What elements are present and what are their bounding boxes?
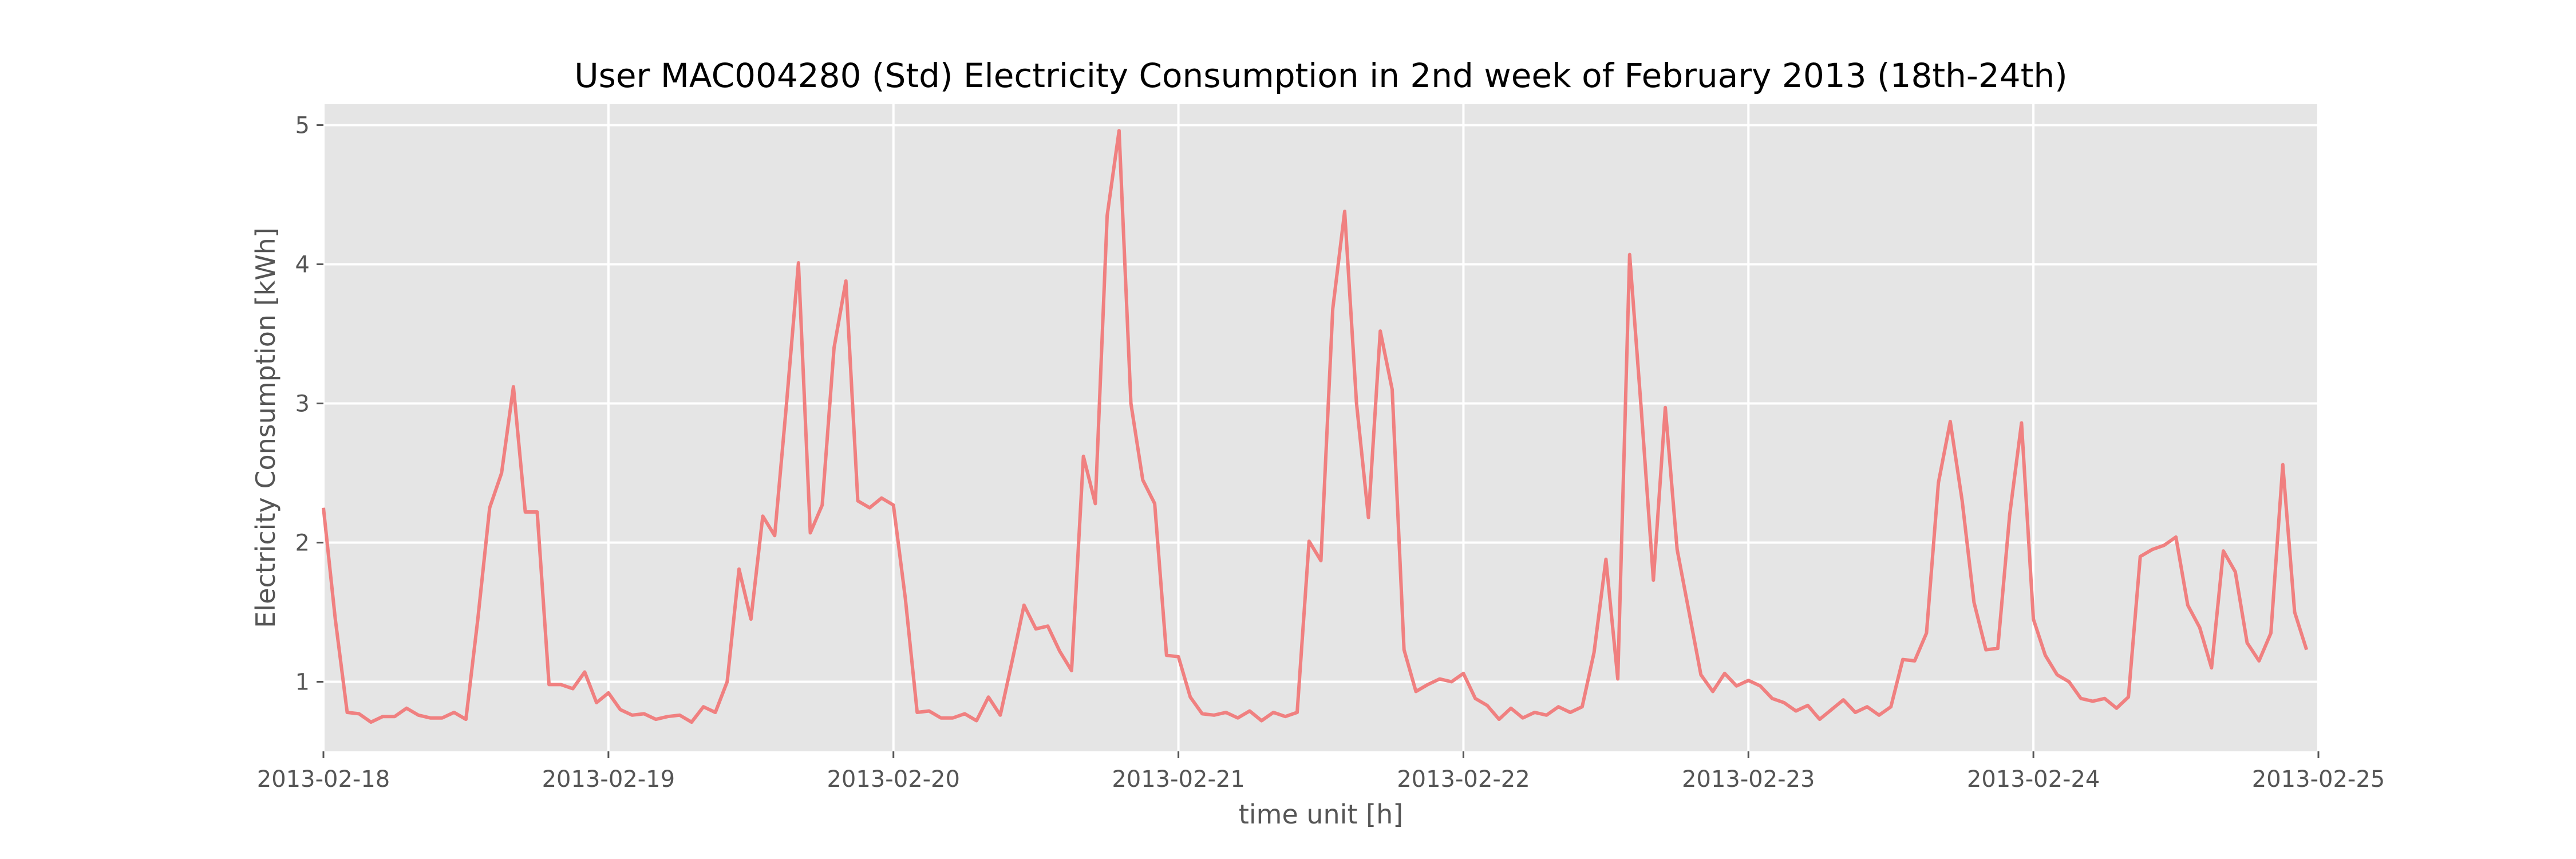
y-axis-ticks: 1 2 3 4 5 bbox=[295, 112, 323, 695]
x-tick-label: 2013-02-24 bbox=[1967, 766, 2100, 793]
grid bbox=[322, 104, 2320, 751]
x-tick-label: 2013-02-22 bbox=[1397, 766, 1530, 793]
y-tick-label: 2 bbox=[295, 530, 310, 556]
x-axis-label: time unit [h] bbox=[1239, 799, 1403, 830]
series-line bbox=[322, 129, 2309, 724]
x-tick-label: 2013-02-23 bbox=[1682, 766, 1815, 793]
plot-area bbox=[323, 104, 2318, 751]
y-tick-label: 4 bbox=[295, 251, 310, 278]
x-tick-label: 2013-02-18 bbox=[257, 766, 390, 793]
x-tick-label: 2013-02-20 bbox=[827, 766, 959, 793]
y-axis-label: Electricity Consumption [kWh] bbox=[250, 227, 281, 628]
y-tick-label: 3 bbox=[295, 391, 310, 417]
y-tick-label: 1 bbox=[295, 669, 310, 695]
x-tick-label: 2013-02-21 bbox=[1112, 766, 1244, 793]
chart-title: User MAC004280 (Std) Electricity Consump… bbox=[574, 56, 2068, 95]
x-tick-label: 2013-02-25 bbox=[2252, 766, 2385, 793]
x-tick-label: 2013-02-19 bbox=[542, 766, 675, 793]
y-tick-label: 5 bbox=[295, 112, 310, 139]
x-axis-ticks: 2013-02-18 2013-02-19 2013-02-20 2013-02-21… bbox=[257, 751, 2385, 793]
